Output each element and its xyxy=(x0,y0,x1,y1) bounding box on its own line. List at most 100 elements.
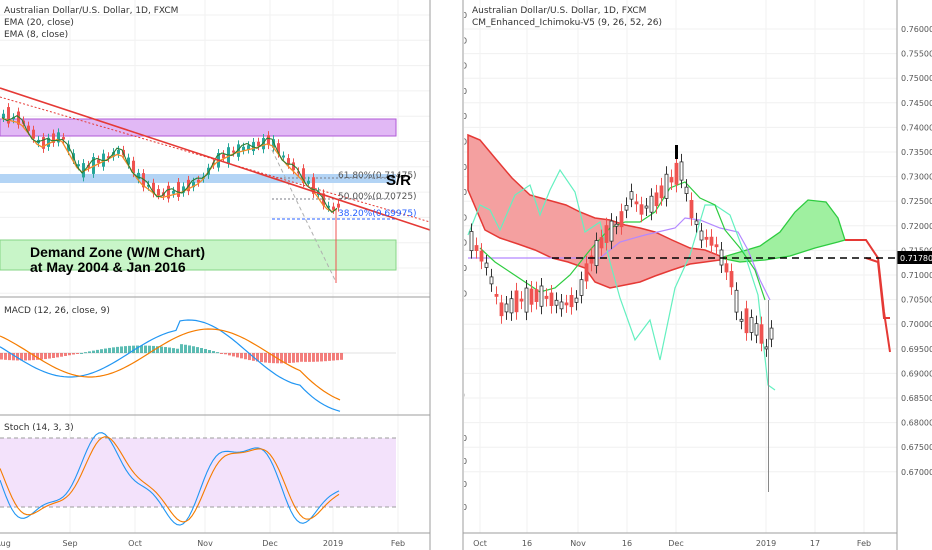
right-price-tick: 0.74000 xyxy=(901,123,932,132)
macd-bar xyxy=(12,353,15,361)
cloud-red-tail-lower xyxy=(865,257,890,319)
right-time-tick: Feb xyxy=(857,539,871,548)
macd-bar xyxy=(180,344,183,353)
right-candle xyxy=(754,323,759,336)
right-candle xyxy=(514,290,519,313)
right-time-tick: 17 xyxy=(810,539,820,548)
right-candle xyxy=(644,205,649,209)
macd-bar xyxy=(100,349,103,353)
left-time-tick: 2019 xyxy=(323,539,343,548)
macd-bar xyxy=(280,353,283,364)
left-candle xyxy=(47,137,50,147)
macd-bar xyxy=(156,346,159,353)
macd-bar xyxy=(108,347,111,353)
macd-signal-line xyxy=(0,328,341,401)
demand-zone-line1: Demand Zone (W/M Chart) xyxy=(30,244,205,260)
stoch-label: Stoch (14, 3, 3) xyxy=(4,423,74,433)
left-candle xyxy=(117,149,120,154)
right-candle xyxy=(614,223,619,227)
right-candle xyxy=(729,271,734,288)
macd-bar xyxy=(244,353,247,360)
macd-bar xyxy=(96,349,99,353)
macd-bar xyxy=(24,353,27,361)
macd-bar xyxy=(336,353,339,361)
resistance-zone xyxy=(0,118,397,137)
ema8-label: EMA (8, close) xyxy=(4,30,68,40)
left-candle xyxy=(242,146,245,151)
right-price-axis[interactable]: 0.76000 0.75500 0.75000 0.74500 0.74000 0.735… xyxy=(901,25,932,477)
macd-bar xyxy=(88,351,91,353)
macd-bar xyxy=(256,353,259,362)
right-candle xyxy=(579,279,584,296)
right-candles xyxy=(469,145,774,492)
left-candle xyxy=(267,135,270,146)
right-candle xyxy=(619,211,624,228)
macd-bar xyxy=(76,353,79,354)
left-candle xyxy=(332,206,335,210)
macd-bar xyxy=(148,345,151,353)
macd-bar xyxy=(144,345,147,353)
right-candle xyxy=(759,324,764,344)
macd-bar xyxy=(204,348,207,353)
right-candle xyxy=(624,205,629,211)
right-candle xyxy=(689,199,694,219)
right-time-axis[interactable]: Oct 16 Nov 16 Dec 2019 17 Feb xyxy=(473,539,871,548)
left-candle xyxy=(297,171,300,174)
right-candle xyxy=(764,346,769,350)
right-price-tick: 0.72000 xyxy=(901,222,932,231)
left-time-tick: Oct xyxy=(128,539,142,548)
fib-diagonal xyxy=(271,149,337,283)
right-candle xyxy=(704,236,709,240)
demand-zone-line2: at May 2004 & Jan 2016 xyxy=(30,259,186,275)
macd-bar xyxy=(304,353,307,362)
macd-bar xyxy=(92,350,95,353)
right-candle xyxy=(724,263,729,273)
right-price-tick: 0.76000 xyxy=(901,25,932,34)
right-time-tick: 2019 xyxy=(756,539,776,548)
right-price-tick: 0.70000 xyxy=(901,320,932,329)
macd-bar xyxy=(316,353,319,362)
left-candle xyxy=(57,132,60,143)
macd-bar xyxy=(260,353,263,363)
fib-label-382: 38.20%(0.69975) xyxy=(338,209,417,219)
stoch-d-line xyxy=(0,436,340,523)
cloud-red-tail xyxy=(845,239,891,353)
macd-bar xyxy=(312,353,315,362)
right-candle xyxy=(539,285,544,307)
right-candle xyxy=(529,288,534,305)
right-candle xyxy=(739,318,744,322)
left-candle xyxy=(167,185,170,199)
macd-bar xyxy=(200,348,203,353)
left-candle xyxy=(182,186,185,193)
right-candle xyxy=(574,297,579,303)
macd-bar xyxy=(340,353,343,360)
macd-bar xyxy=(72,353,75,355)
left-candle xyxy=(67,144,70,152)
left-candle xyxy=(197,179,200,183)
macd-bar xyxy=(216,352,219,354)
fib-label-618: 61.80%(0.71475) xyxy=(338,171,417,181)
macd-bar xyxy=(284,353,287,364)
demand-zone xyxy=(0,239,397,271)
macd-bar xyxy=(132,345,135,353)
left-candle xyxy=(277,143,280,154)
macd-bar xyxy=(112,347,115,353)
macd-bar xyxy=(124,346,127,353)
right-candle xyxy=(639,204,644,215)
macd-bar xyxy=(152,345,155,353)
macd-bar xyxy=(196,347,199,353)
macd-bar xyxy=(264,353,267,363)
right-price-tick: 0.75500 xyxy=(901,50,932,59)
macd-bar xyxy=(240,353,243,359)
left-candle xyxy=(127,157,130,165)
macd-histogram xyxy=(0,344,343,364)
right-price-tick: 0.70500 xyxy=(901,296,932,305)
right-time-tick: Dec xyxy=(668,539,683,548)
left-candle xyxy=(247,145,250,150)
left-candle xyxy=(257,141,260,147)
macd-bar xyxy=(224,353,227,355)
right-candle xyxy=(634,201,639,205)
left-candle xyxy=(327,205,330,208)
left-time-axis[interactable]: Aug Sep Oct Nov Dec 2019 Feb xyxy=(0,539,405,548)
macd-bar xyxy=(184,344,187,353)
